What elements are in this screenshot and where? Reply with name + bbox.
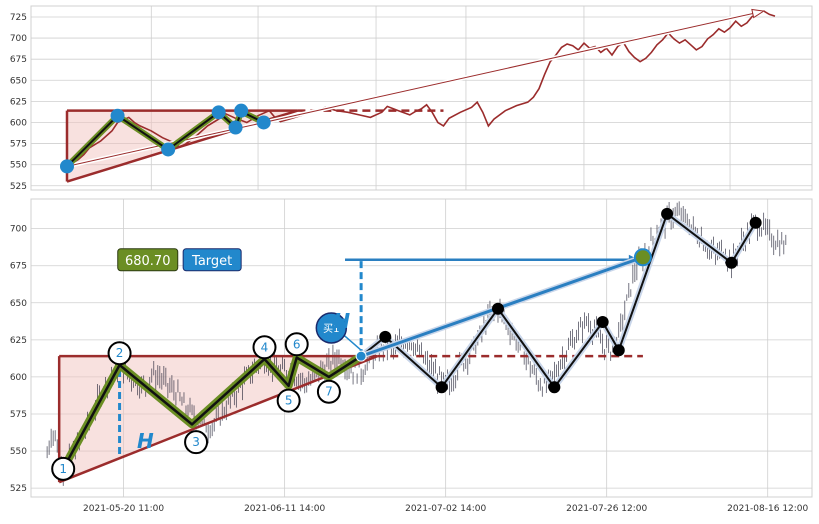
- detail-x-tick: 2021-07-02 14:00: [405, 504, 486, 514]
- detail-zigzag-black: [360, 212, 757, 389]
- detail-zigzag-green-core: [62, 355, 362, 470]
- detail-pivot-black: [435, 381, 448, 394]
- detail-x-tick: 2021-06-11 14:00: [244, 504, 325, 514]
- detail-y-tick: 675: [10, 262, 27, 272]
- overview-y-tick: 650: [10, 76, 27, 86]
- detail-y-tick: 525: [10, 484, 27, 494]
- overview-trend-arrow-head: [751, 8, 766, 19]
- detail-x-tick: 2021-07-26 12:00: [566, 504, 647, 514]
- overview-y-tick: 575: [10, 140, 27, 150]
- detail-target-point: [633, 248, 652, 267]
- detail-y-tick: 550: [10, 447, 27, 457]
- detail-pivot-black: [491, 302, 504, 315]
- detail-pivot-black: [548, 381, 561, 394]
- detail-pivot-black: [612, 344, 625, 357]
- detail-pivot-black: [725, 256, 738, 269]
- detail-y-tick: 575: [10, 410, 27, 420]
- overview-pivot-marker: [161, 142, 176, 157]
- detail-x-tick: 2021-05-20 11:00: [83, 504, 164, 514]
- detail-y-tick: 650: [10, 299, 27, 309]
- detail-pivot-number-label: 6: [293, 337, 301, 351]
- detail-pivot-number-circle: [284, 332, 309, 357]
- overview-pivot-marker: [234, 103, 249, 118]
- detail-pivot-number-label: 2: [116, 346, 124, 360]
- detail-buy-marker: [315, 312, 348, 344]
- detail-x-tick: 2021-08-16 12:00: [727, 504, 808, 514]
- detail-pivot-number-circle: [316, 379, 341, 404]
- detail-pivot-number-circle: [276, 388, 301, 413]
- detail-value-badge-label: 680.70: [125, 254, 171, 269]
- overview-y-tick: 550: [10, 161, 27, 171]
- detail-pivot-black: [749, 216, 762, 229]
- overview-y-tick: 600: [10, 118, 27, 128]
- detail-pivot-black: [596, 316, 609, 329]
- detail-height-label-2: H: [333, 309, 350, 333]
- detail-value-badge: [117, 248, 179, 272]
- overview-price-line: [66, 10, 776, 168]
- detail-pivot-number-label: 7: [325, 385, 333, 399]
- detail-pivot-number-label: 4: [261, 340, 269, 354]
- detail-y-tick: 625: [10, 336, 27, 346]
- overview-y-tick: 525: [10, 182, 27, 192]
- detail-breakout-point: [355, 350, 367, 362]
- detail-pivot-number-circle: [107, 341, 132, 366]
- overview-pivot-marker: [110, 108, 125, 123]
- detail-pivot-number-label: 1: [59, 462, 67, 476]
- overview-panel: 525 550 575 600 625 650 675 700 725: [10, 5, 813, 192]
- overview-pivot-marker: [60, 159, 74, 174]
- overview-pivot-marker: [228, 120, 243, 135]
- detail-pivot-number-circle: [252, 335, 277, 360]
- detail-pivot-number-label: 5: [285, 394, 293, 408]
- overview-y-tick: 725: [10, 13, 27, 23]
- detail-target-badge-label: Target: [191, 254, 232, 269]
- overview-plot-area: [30, 5, 813, 191]
- overview-pivot-marker: [211, 105, 226, 120]
- overview-y-tick: 675: [10, 55, 27, 65]
- detail-y-tick: 700: [10, 225, 27, 235]
- detail-pivot-number-circle: [51, 456, 76, 481]
- detail-pivot-black: [661, 207, 674, 220]
- overview-y-tick: 700: [10, 34, 27, 44]
- detail-buy-marker-label: 买1: [323, 323, 339, 335]
- overview-pivot-marker: [256, 115, 271, 130]
- detail-pivot-black: [379, 330, 392, 343]
- detail-target-badge: [182, 248, 242, 272]
- overview-y-tick: 625: [10, 97, 27, 107]
- detail-pivot-number-label: 3: [192, 435, 200, 449]
- detail-pivot-number-circle: [184, 430, 209, 455]
- detail-height-label-1: H: [137, 429, 154, 453]
- detail-y-tick: 600: [10, 373, 27, 383]
